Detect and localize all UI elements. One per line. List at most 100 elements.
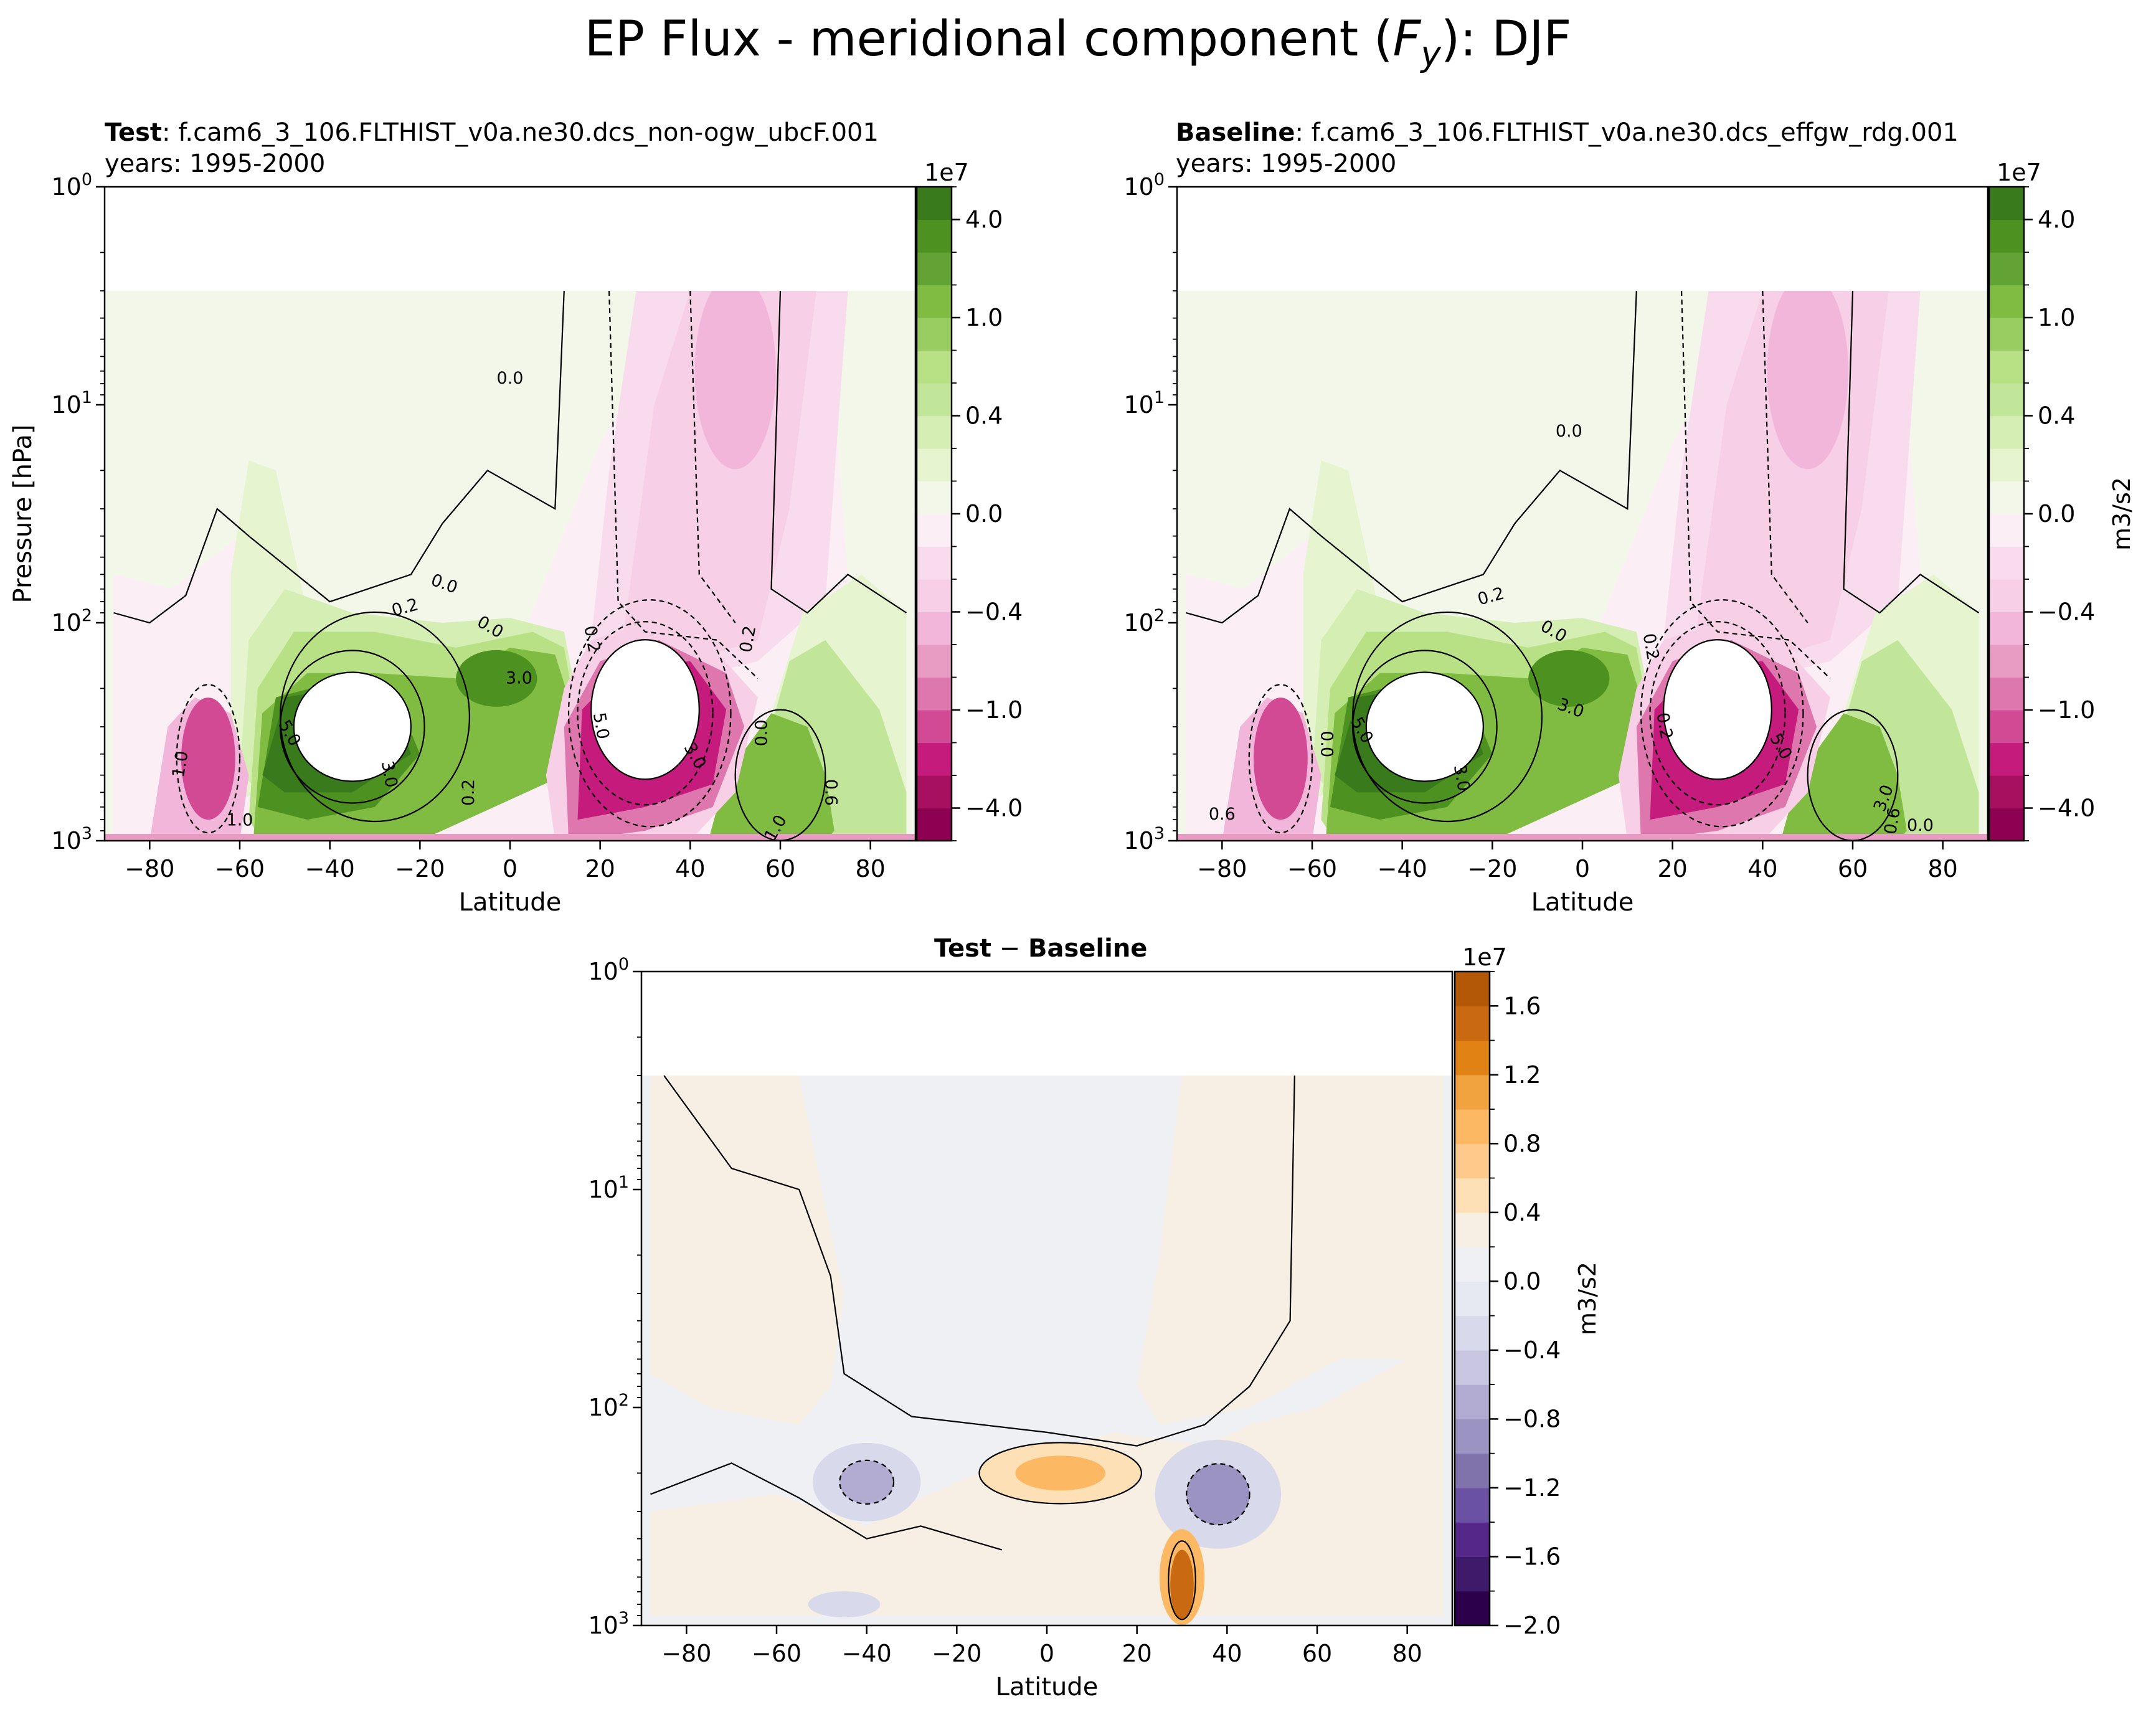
baseline-upper-blank xyxy=(1177,187,1988,291)
baseline-xtick-label: 20 xyxy=(1657,855,1687,882)
diff-colorbar-multiplier: 1e7 xyxy=(1462,944,1507,971)
diff-colorbar-swatch xyxy=(1455,1315,1490,1351)
diff-colorbar-tick-label: −1.2 xyxy=(1503,1474,1561,1502)
test-contour-neg-a xyxy=(608,290,759,679)
diff-x-axis-label: Latitude xyxy=(996,1673,1099,1701)
diff-xtick-label: 60 xyxy=(1302,1640,1332,1667)
diff-contour-neg-nh xyxy=(1186,1463,1251,1526)
test-contour-label: 0.0 xyxy=(497,369,524,388)
diff-pos-surf-b xyxy=(1170,1549,1194,1620)
test-colorbar-tick-label: −0.4 xyxy=(965,598,1023,626)
test-contour-neg-c xyxy=(577,621,714,806)
test-contour-label: 3.0 xyxy=(377,759,401,789)
test-neg-upper-core xyxy=(694,273,776,470)
diff-colorbar-tick-label: −1.6 xyxy=(1503,1543,1561,1570)
baseline-contour-neg-a xyxy=(1681,290,1831,679)
baseline-surface-band xyxy=(1177,833,1988,841)
test-contour-label: 3.0 xyxy=(506,669,532,688)
test-xtick-label: 20 xyxy=(585,855,615,882)
diff-ytick-label: 101 xyxy=(588,1173,629,1203)
test-contour-label: 5.0 xyxy=(589,711,613,741)
baseline-xtick-label: 60 xyxy=(1838,855,1868,882)
diff-colorbar-swatch xyxy=(1455,1109,1490,1144)
baseline-xtick-label: 80 xyxy=(1927,855,1957,882)
diff-colorbar-tick-label: −0.8 xyxy=(1503,1405,1561,1432)
test-ytick-label: 100 xyxy=(51,170,92,201)
test-contour-label: 1.0 xyxy=(169,749,192,779)
test-contour-label: 0.2 xyxy=(580,624,603,654)
diff-colorbar-tick-label: −0.4 xyxy=(1503,1336,1561,1364)
baseline-ytick-label: 101 xyxy=(1123,388,1165,419)
baseline-contour-label: 0.6 xyxy=(1881,807,1904,836)
test-contour-label: 0.2 xyxy=(459,779,478,806)
baseline-xtick-label: 40 xyxy=(1747,855,1777,882)
test-colorbar-swatch xyxy=(917,252,952,286)
baseline-pos-tropical-core xyxy=(1528,650,1610,707)
diff-xtick-label: −80 xyxy=(661,1640,711,1667)
test-contour-label: 0.0 xyxy=(752,719,771,746)
baseline-colorbar-tick-label: −0.4 xyxy=(2038,598,2095,626)
test-panel-title: Test: f.cam6_3_106.FLTHIST_v0a.ne30.dcs_… xyxy=(105,117,879,179)
baseline-colorbar-swatch xyxy=(1989,579,2024,613)
diff-xtick-label: −40 xyxy=(842,1640,892,1667)
diff-colorbar-swatch xyxy=(1455,1591,1490,1626)
baseline-colorbar-tick-label: 4.0 xyxy=(2038,206,2075,234)
test-ytick-label: 102 xyxy=(51,606,92,636)
test-colorbar-tick-label: 0.4 xyxy=(965,402,1003,430)
baseline-neg-max-core xyxy=(1663,639,1772,780)
baseline-xtick-label: −40 xyxy=(1378,855,1427,882)
test-xtick-label: 40 xyxy=(675,855,705,882)
test-contour-label: 0.2 xyxy=(736,624,760,654)
baseline-colorbar-swatch xyxy=(1989,742,2024,776)
diff-colorbar-tick-label: −2.0 xyxy=(1503,1612,1561,1639)
test-y-axis-label: Pressure [hPa] xyxy=(9,425,37,603)
test-colorbar-swatch xyxy=(917,481,952,514)
test-surface-band xyxy=(105,833,915,841)
diff-neg-surf xyxy=(808,1591,881,1618)
diff-colorbar-swatch xyxy=(1455,1040,1490,1076)
baseline-colorbar-unit: m3/s2 xyxy=(2108,477,2135,551)
test-xtick-label: −20 xyxy=(395,855,445,882)
test-xtick-label: 60 xyxy=(765,855,795,882)
baseline-contour-label: 0.0 xyxy=(1907,816,1934,835)
test-pos-tropical-core xyxy=(456,650,537,707)
test-contour-zero xyxy=(113,290,565,624)
test-xtick-label: −60 xyxy=(215,855,265,882)
test-colorbar-swatch xyxy=(917,645,952,678)
test-colorbar-swatch xyxy=(917,318,952,351)
diff-colorbar-tick-label: 0.8 xyxy=(1503,1130,1541,1157)
diff-xtick-label: 80 xyxy=(1392,1640,1422,1667)
diff-colorbar-swatch xyxy=(1455,1487,1490,1523)
baseline-xtick-label: 0 xyxy=(1575,855,1590,882)
diff-colorbar-swatch xyxy=(1455,972,1490,1006)
test-pos-max-core xyxy=(293,671,412,782)
baseline-contour-label: 0.0 xyxy=(1317,731,1336,757)
baseline-contour-label: 0.2 xyxy=(1652,711,1676,741)
baseline-field xyxy=(1177,187,1988,841)
test-axes-frame xyxy=(103,186,917,842)
test-colorbar-tick-label: 0.0 xyxy=(965,500,1003,527)
baseline-colorbar-swatch xyxy=(1989,383,2024,417)
test-xtick-label: 80 xyxy=(855,855,885,882)
baseline-contour-label: 0.2 xyxy=(1639,632,1663,662)
test-pos-nh-core xyxy=(708,713,835,841)
test-colorbar-tick-label: −1.0 xyxy=(965,696,1023,724)
baseline-ytick-label: 100 xyxy=(1123,170,1165,201)
diff-colorbar-swatch xyxy=(1455,1350,1490,1385)
test-colorbar-swatch xyxy=(917,677,952,711)
test-contour-pos-b xyxy=(280,611,470,823)
baseline-contour-pos-b xyxy=(1352,611,1543,823)
test-colorbar-swatch xyxy=(917,187,952,220)
test-contour-neg-b xyxy=(689,290,736,623)
diff-pos-trop-b xyxy=(1015,1455,1106,1491)
test-colorbar-tick-label: −4.0 xyxy=(965,795,1023,822)
diff-colorbar-tick-label: 0.0 xyxy=(1503,1267,1541,1295)
test-contour-label: 0.6 xyxy=(821,779,840,806)
test-title-bold: Test xyxy=(105,118,163,147)
baseline-colorbar-tick-label: 0.0 xyxy=(2038,500,2075,527)
test-colorbar-swatch xyxy=(917,612,952,645)
diff-colorbar-swatch xyxy=(1455,1419,1490,1454)
test-xtick-label: −80 xyxy=(125,855,174,882)
diff-colorbar-swatch xyxy=(1455,1212,1490,1247)
baseline-colorbar-tick-label: 0.4 xyxy=(2038,402,2075,430)
